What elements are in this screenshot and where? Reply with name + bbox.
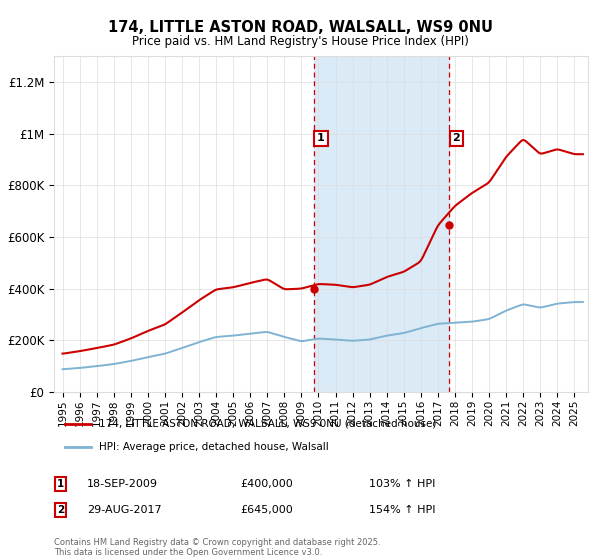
Text: £645,000: £645,000: [240, 505, 293, 515]
Text: Price paid vs. HM Land Registry's House Price Index (HPI): Price paid vs. HM Land Registry's House …: [131, 35, 469, 48]
Text: 2: 2: [452, 133, 460, 143]
Text: 18-SEP-2009: 18-SEP-2009: [87, 479, 158, 489]
Text: 29-AUG-2017: 29-AUG-2017: [87, 505, 161, 515]
Text: £400,000: £400,000: [240, 479, 293, 489]
Text: 154% ↑ HPI: 154% ↑ HPI: [369, 505, 436, 515]
Bar: [314, 56, 449, 392]
Text: 174, LITTLE ASTON ROAD, WALSALL, WS9 0NU (detached house): 174, LITTLE ASTON ROAD, WALSALL, WS9 0NU…: [100, 419, 437, 429]
Text: 2: 2: [57, 505, 64, 515]
Text: HPI: Average price, detached house, Walsall: HPI: Average price, detached house, Wals…: [100, 442, 329, 452]
Text: 103% ↑ HPI: 103% ↑ HPI: [369, 479, 436, 489]
Text: 1: 1: [317, 133, 325, 143]
Text: 174, LITTLE ASTON ROAD, WALSALL, WS9 0NU: 174, LITTLE ASTON ROAD, WALSALL, WS9 0NU: [107, 20, 493, 35]
Text: Contains HM Land Registry data © Crown copyright and database right 2025.
This d: Contains HM Land Registry data © Crown c…: [54, 538, 380, 557]
Text: 1: 1: [57, 479, 64, 489]
